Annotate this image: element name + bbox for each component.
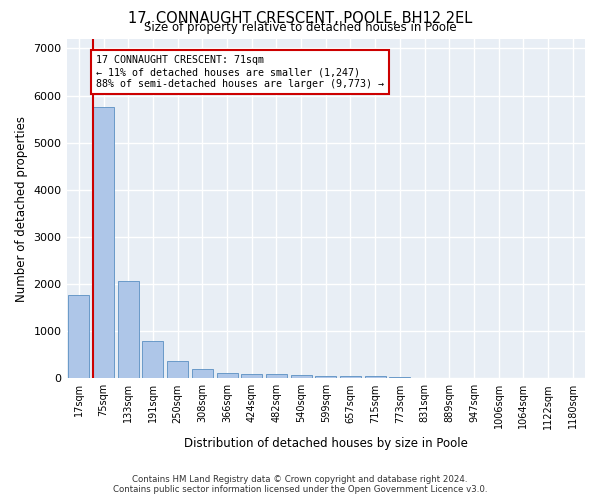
Bar xyxy=(266,374,287,378)
Text: Contains HM Land Registry data © Crown copyright and database right 2024.
Contai: Contains HM Land Registry data © Crown c… xyxy=(113,474,487,494)
Bar xyxy=(217,373,238,378)
Text: 17, CONNAUGHT CRESCENT, POOLE, BH12 2EL: 17, CONNAUGHT CRESCENT, POOLE, BH12 2EL xyxy=(128,11,472,26)
Bar xyxy=(93,107,114,378)
Text: 17 CONNAUGHT CRESCENT: 71sqm
← 11% of detached houses are smaller (1,247)
88% of: 17 CONNAUGHT CRESCENT: 71sqm ← 11% of de… xyxy=(95,56,383,88)
Y-axis label: Number of detached properties: Number of detached properties xyxy=(15,116,28,302)
Bar xyxy=(365,376,386,378)
Bar xyxy=(118,281,139,378)
Bar xyxy=(315,376,336,378)
Text: Size of property relative to detached houses in Poole: Size of property relative to detached ho… xyxy=(143,21,457,34)
Bar xyxy=(340,376,361,378)
Bar xyxy=(68,296,89,378)
Bar xyxy=(290,375,311,378)
Bar xyxy=(241,374,262,378)
Bar xyxy=(192,369,213,378)
Bar xyxy=(142,340,163,378)
Bar xyxy=(167,362,188,378)
X-axis label: Distribution of detached houses by size in Poole: Distribution of detached houses by size … xyxy=(184,437,468,450)
